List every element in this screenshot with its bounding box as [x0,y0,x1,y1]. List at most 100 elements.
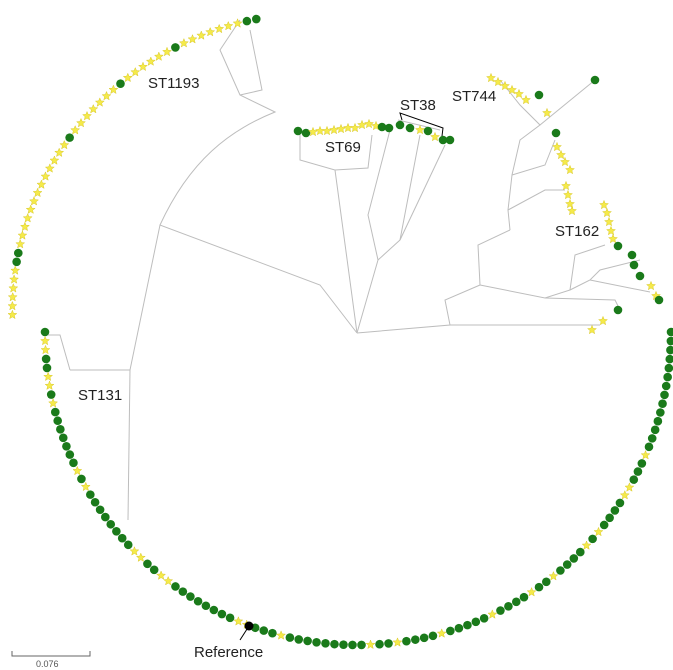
tip-star [597,315,609,326]
tip-star [619,490,630,500]
tip-star [54,147,65,158]
tip-star [593,526,604,537]
tip-circle [294,635,304,644]
tip-circle [53,416,62,426]
tip-circle [149,565,159,575]
tip-star [59,139,70,150]
tip-circle [217,609,227,619]
tip-star [562,189,574,200]
tip-star [485,72,497,83]
tip-circle [339,640,348,649]
tip-circle [62,441,71,451]
tip-star [335,123,347,134]
tip-star [137,61,148,72]
tip-star [499,80,511,91]
tip-circle [50,407,60,417]
tip-star [9,274,20,284]
tip-star [196,30,207,40]
tip-star [130,66,141,77]
branches [48,19,651,521]
tip-circle [285,633,295,642]
tip-star [506,84,518,95]
tip-circle [116,79,125,89]
tip-circle [41,354,51,364]
tip-circle [312,637,321,647]
tip-star [156,570,167,580]
tip-circle [251,14,261,24]
tip-star [307,126,319,137]
tip-circle [664,363,673,373]
tip-circle [504,602,513,611]
tip-circle [610,506,620,515]
tip-circle [605,513,614,523]
tip-circle [301,128,311,138]
tip-circle [575,547,585,557]
tip-star [145,56,156,66]
tip-star [163,575,174,586]
tip-circle [551,128,561,138]
tip-star [640,449,651,460]
tip-circle [58,433,68,443]
tip-star [7,300,18,311]
tip-star [135,552,146,562]
tip-star [541,107,553,118]
tip-star [560,180,572,191]
tip-star [342,122,354,133]
tip-star [162,46,173,57]
tip-circle [629,260,639,270]
tip-star [214,23,225,34]
tip-circle [666,336,673,346]
tip-circle [654,295,664,305]
tip-circle [178,587,188,596]
tip-circle [446,626,455,636]
tip-circle [650,425,660,435]
tip-circle [479,614,489,623]
tip-circle [106,519,116,529]
tip-star [108,84,119,95]
tip-circle [321,639,330,648]
st38-bracket [399,112,444,137]
tip-circle [411,635,420,644]
tip-star [122,72,133,83]
tip-star [129,546,140,556]
tip-star [7,291,18,302]
tip-circle [65,450,75,459]
tip-circle [423,126,433,136]
tip-star [36,179,47,189]
tip-circle [588,534,597,544]
tip-star [598,199,610,210]
tip-circle [259,626,269,635]
tip-star [223,20,234,31]
tip-circle [12,257,21,267]
tip-star [233,616,244,626]
clade-label: ST131 [78,387,122,404]
tip-star [566,205,578,216]
tip-circle [143,559,152,569]
tip-star [178,37,189,48]
tip-circle [330,639,339,649]
tip-star [70,125,81,135]
tip-circle [117,533,127,543]
tip-circle [658,399,667,409]
tip-circle [112,526,121,536]
scale-bar [11,651,91,657]
tip-circle [627,250,637,260]
tip-star [82,110,93,121]
tip-circle [556,566,565,575]
tip-circle [663,372,672,382]
tip-star [88,103,99,114]
tip-star [94,97,105,107]
tip-star [513,88,525,99]
tip-star [75,117,87,128]
tip-star [80,481,91,492]
tip-star [10,265,21,275]
tip-star [153,51,164,61]
tip-star [40,335,51,346]
tip-star [365,639,376,650]
tip-circle [629,475,639,484]
tip-circle [562,560,572,569]
reference-label: Reference [194,644,263,661]
tip-star [15,238,26,249]
